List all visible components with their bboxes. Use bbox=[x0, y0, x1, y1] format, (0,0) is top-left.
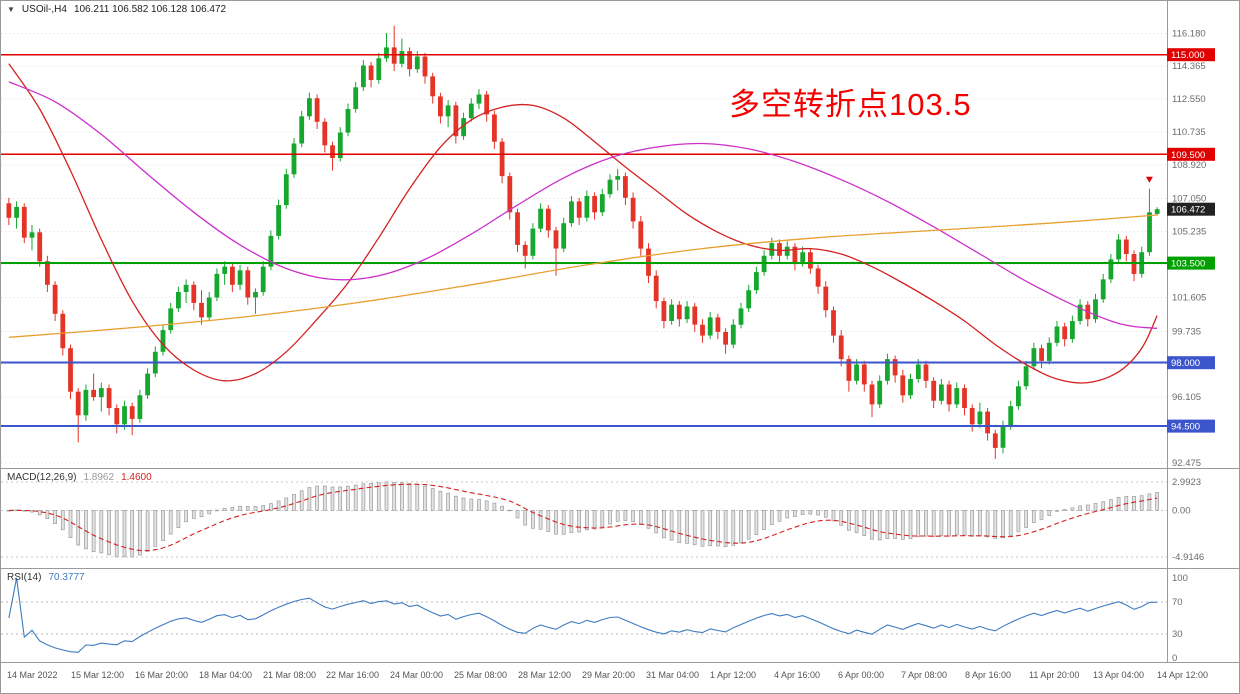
svg-text:116.180: 116.180 bbox=[1172, 28, 1206, 39]
svg-text:92.475: 92.475 bbox=[1172, 458, 1201, 468]
time-label: 8 Apr 16:00 bbox=[965, 670, 1012, 680]
time-label: 14 Apr 12:00 bbox=[1157, 670, 1209, 680]
price-tag-109.500 bbox=[1167, 147, 1215, 161]
svg-text:112.550: 112.550 bbox=[1172, 94, 1206, 105]
time-label: 18 Mar 04:00 bbox=[199, 670, 253, 680]
time-label: 15 Mar 12:00 bbox=[71, 670, 125, 680]
rsi-axis[interactable] bbox=[1167, 569, 1240, 662]
macd-histogram bbox=[7, 481, 1159, 558]
time-label: 16 Mar 20:00 bbox=[135, 670, 189, 680]
time-label: 28 Mar 12:00 bbox=[518, 670, 572, 680]
chevron-down-icon[interactable]: ▼ bbox=[7, 5, 15, 14]
macd-canvas: 2.9923 0.00 -4.9146 bbox=[1, 469, 1240, 568]
svg-text:99.735: 99.735 bbox=[1172, 326, 1201, 337]
price-tags: 115.000 109.500 103.500 98.000 94.500 106.472 bbox=[1167, 48, 1215, 433]
svg-text:108.920: 108.920 bbox=[1172, 160, 1206, 171]
price-tag-106.472 bbox=[1167, 202, 1215, 216]
svg-text:0: 0 bbox=[1172, 653, 1177, 662]
macd-label-row: MACD(12,26,9) 1.8962 1.4600 bbox=[7, 472, 152, 483]
svg-text:0.00: 0.00 bbox=[1172, 505, 1191, 516]
main-chart-canvas: 116.180 114.365 112.550 110.735 108.920 107.0… bbox=[1, 1, 1240, 468]
svg-text:2.9923: 2.9923 bbox=[1172, 477, 1201, 488]
arrow-down-marker[interactable] bbox=[1145, 176, 1153, 183]
chart-title: ▼ USOil-,H4 106.211 106.582 106.128 106.… bbox=[7, 4, 226, 15]
time-label: 7 Apr 08:00 bbox=[901, 670, 948, 680]
time-label: 29 Mar 20:00 bbox=[582, 670, 636, 680]
time-axis[interactable]: 14 Mar 2022 15 Mar 12:00 16 Mar 20:00 18 Ma… bbox=[1, 662, 1239, 693]
horizontal-line-objects bbox=[1, 54, 1167, 428]
macd-signal-value: 1.4600 bbox=[121, 472, 152, 483]
rsi-pane[interactable]: 100 70 30 0 RSI(14) 70.3777 bbox=[1, 568, 1239, 662]
time-label: 6 Apr 00:00 bbox=[838, 670, 885, 680]
svg-text:103.500: 103.500 bbox=[1171, 259, 1205, 270]
price-axis-labels: 116.180 114.365 112.550 110.735 108.920 107.0… bbox=[1172, 28, 1206, 468]
price-gridlines bbox=[1, 32, 1167, 464]
rsi-indicator-label: RSI(14) bbox=[7, 572, 42, 583]
svg-text:110.735: 110.735 bbox=[1172, 127, 1206, 138]
ma-fast-red-line bbox=[8, 63, 1158, 384]
annotation-text[interactable]: 多空转折点103.5 bbox=[729, 87, 972, 122]
svg-text:-4.9146: -4.9146 bbox=[1172, 552, 1204, 563]
main-chart-pane[interactable]: 116.180 114.365 112.550 110.735 108.920 107.0… bbox=[1, 1, 1239, 468]
macd-indicator-label: MACD(12,26,9) bbox=[7, 472, 77, 483]
macd-level-lines bbox=[1, 481, 1167, 558]
rsi-level-lines bbox=[1, 601, 1167, 635]
svg-text:94.500: 94.500 bbox=[1171, 422, 1200, 433]
candles bbox=[6, 25, 1160, 459]
svg-text:96.105: 96.105 bbox=[1172, 392, 1201, 403]
macd-signal-line bbox=[8, 483, 1158, 552]
rsi-line bbox=[8, 577, 1158, 653]
time-label: 13 Apr 04:00 bbox=[1093, 670, 1145, 680]
chart-ohlc-values: 106.211 106.582 106.128 106.472 bbox=[73, 4, 227, 15]
time-label: 1 Apr 12:00 bbox=[710, 670, 757, 680]
price-tag-115.000 bbox=[1167, 48, 1215, 62]
ma-medium-magenta-line bbox=[8, 81, 1158, 329]
time-label: 4 Apr 16:00 bbox=[774, 670, 821, 680]
rsi-axis-labels: 100 70 30 0 bbox=[1172, 573, 1188, 662]
rsi-label-row: RSI(14) 70.3777 bbox=[7, 572, 85, 583]
svg-text:105.235: 105.235 bbox=[1172, 227, 1206, 238]
svg-text:109.500: 109.500 bbox=[1171, 150, 1205, 161]
time-label: 24 Mar 00:00 bbox=[390, 670, 444, 680]
chart-symbol-label: USOil-,H4 bbox=[21, 4, 67, 15]
rsi-value: 70.3777 bbox=[48, 572, 85, 583]
time-label: 25 Mar 08:00 bbox=[454, 670, 508, 680]
price-tag-103.500 bbox=[1167, 256, 1215, 270]
svg-text:114.365: 114.365 bbox=[1172, 61, 1206, 72]
rsi-canvas: 100 70 30 0 bbox=[1, 569, 1240, 662]
svg-text:30: 30 bbox=[1172, 629, 1183, 640]
macd-main-value: 1.8962 bbox=[83, 472, 115, 483]
svg-text:101.605: 101.605 bbox=[1172, 292, 1206, 303]
svg-text:106.472: 106.472 bbox=[1171, 205, 1205, 216]
macd-axis-labels: 2.9923 0.00 -4.9146 bbox=[1172, 477, 1204, 563]
price-tag-94.500 bbox=[1167, 419, 1215, 433]
time-label: 21 Mar 08:00 bbox=[263, 670, 317, 680]
time-label: 22 Mar 16:00 bbox=[326, 670, 380, 680]
svg-text:115.000: 115.000 bbox=[1171, 50, 1205, 61]
macd-pane[interactable]: 2.9923 0.00 -4.9146 MACD(12,26,9) 1.8962 1… bbox=[1, 468, 1239, 568]
time-label: 11 Apr 20:00 bbox=[1029, 670, 1080, 680]
svg-text:98.000: 98.000 bbox=[1171, 358, 1200, 369]
ma-slow-orange-line bbox=[8, 214, 1158, 338]
time-label: 14 Mar 2022 bbox=[7, 670, 58, 680]
svg-text:107.050: 107.050 bbox=[1172, 194, 1206, 205]
macd-axis[interactable] bbox=[1167, 469, 1240, 568]
price-axis[interactable] bbox=[1167, 1, 1240, 468]
svg-text:70: 70 bbox=[1172, 597, 1183, 608]
time-label: 31 Mar 04:00 bbox=[646, 670, 700, 680]
price-tag-98.000 bbox=[1167, 356, 1215, 370]
svg-text:100: 100 bbox=[1172, 573, 1188, 584]
